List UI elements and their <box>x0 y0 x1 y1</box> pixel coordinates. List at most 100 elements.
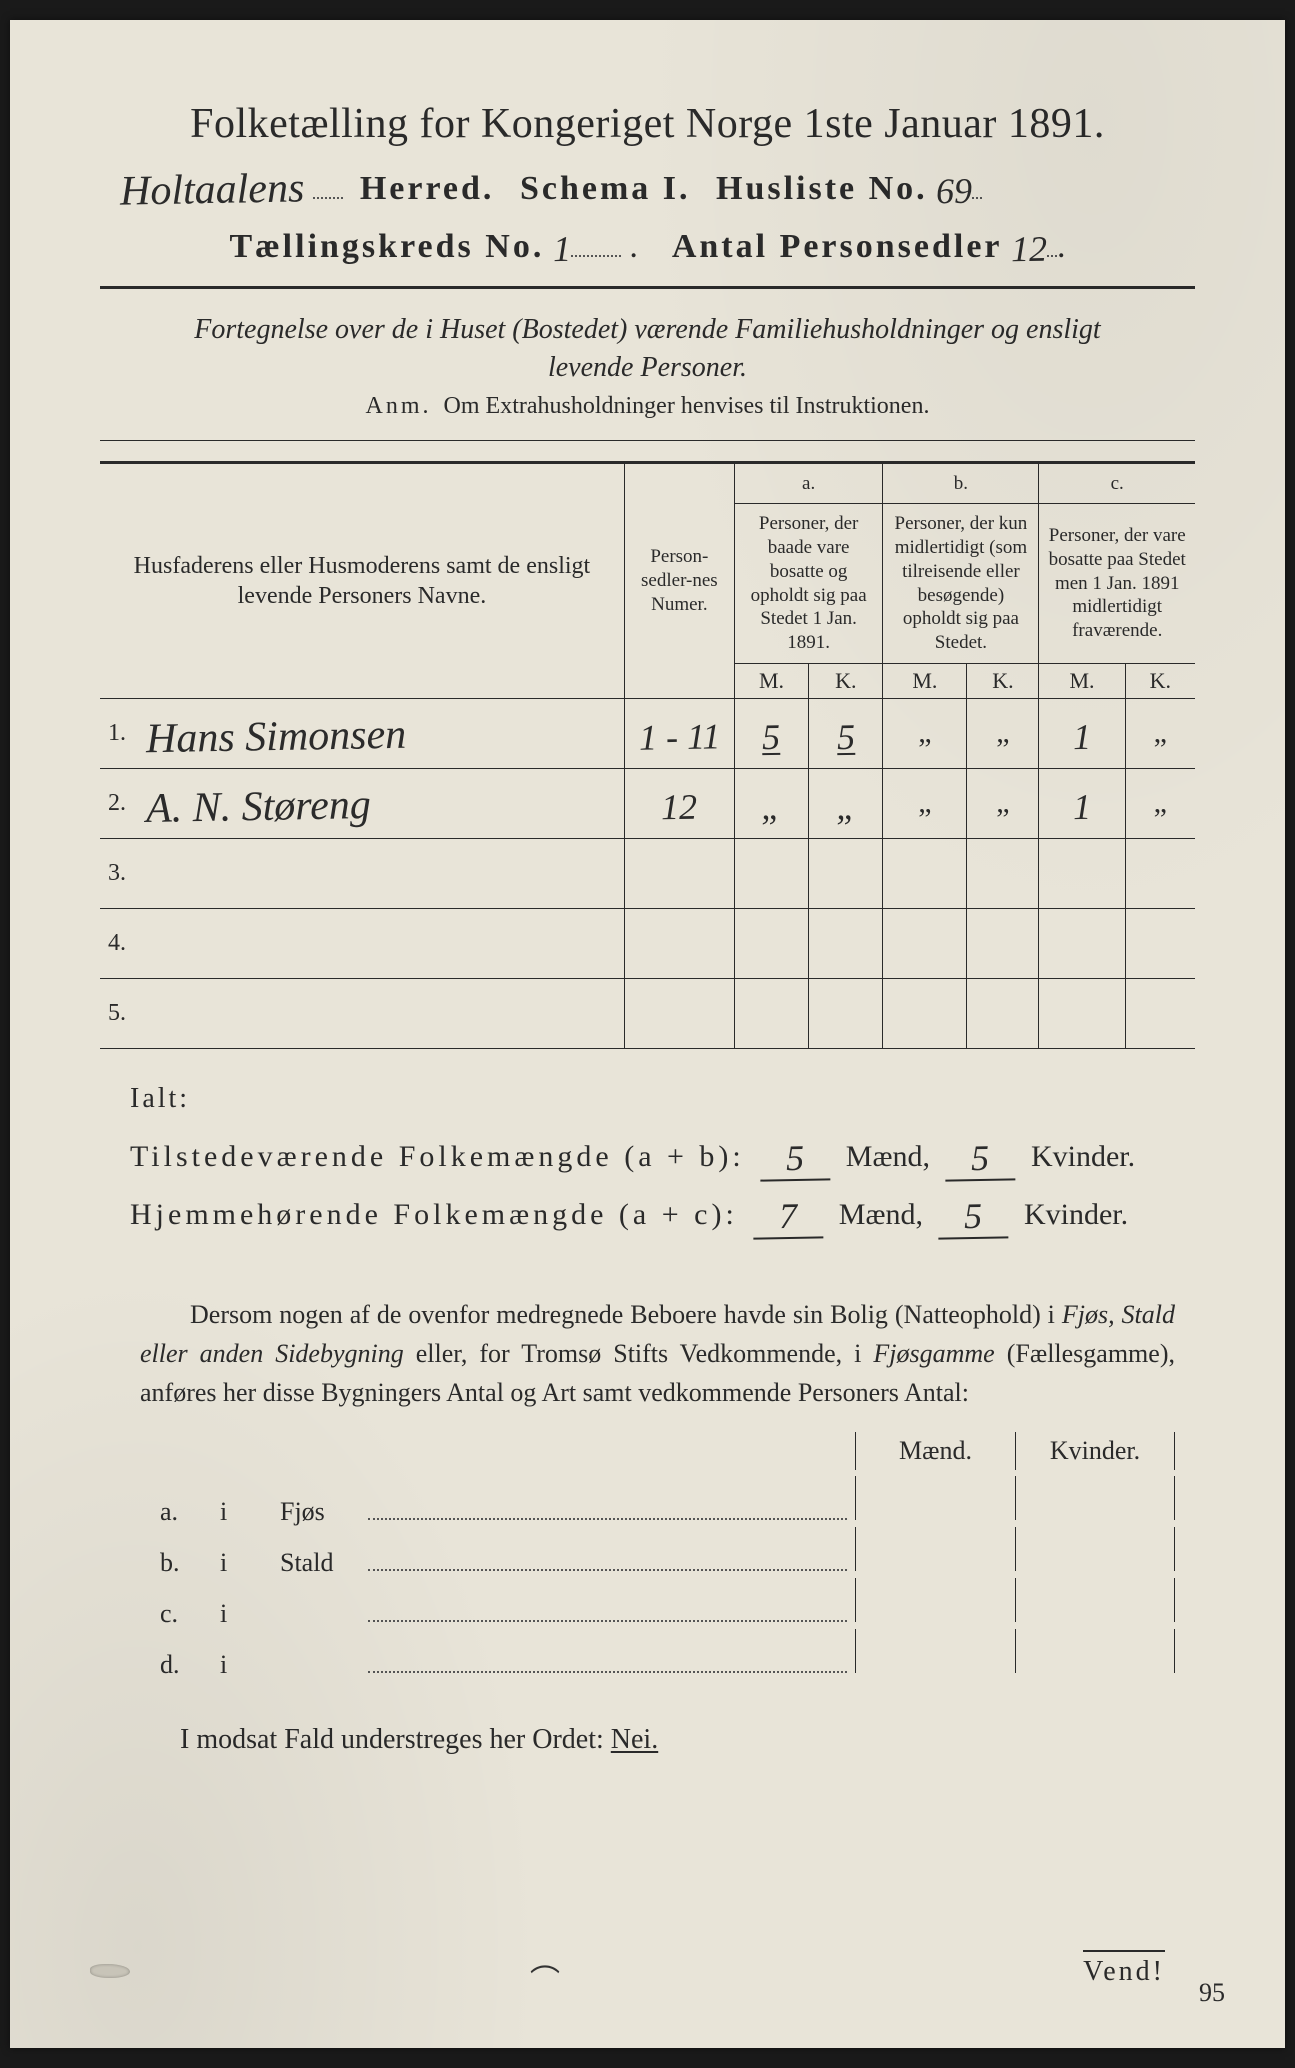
row-c-k: „ <box>1125 768 1195 838</box>
maend-label-2: Mænd, <box>839 1198 923 1231</box>
col-c-top: c. <box>1039 462 1195 504</box>
row-num: 1. <box>100 698 132 768</box>
row-letter: a. <box>160 1497 220 1527</box>
page-title: Folketælling for Kongeriget Norge 1ste J… <box>100 100 1195 148</box>
row-dots <box>368 1494 847 1520</box>
row-num: 5. <box>100 978 132 1048</box>
herred-name-hand: Holtaalens <box>120 164 305 215</box>
col-c: Personer, der vare bosatte paa Stedet me… <box>1039 504 1195 664</box>
row-b-k: „ <box>967 768 1039 838</box>
row-numer <box>624 838 734 908</box>
husliste-label: Husliste No. <box>716 170 928 207</box>
col-names: Husfaderens eller Husmoderens samt de en… <box>100 462 624 698</box>
hdr-kvinder: Kvinder. <box>1015 1432 1175 1470</box>
husliste-no-hand: 69 <box>936 170 973 213</box>
antal-label: Antal Personsedler <box>672 228 1003 265</box>
row-k <box>1015 1629 1175 1673</box>
schema-label: Schema I. <box>520 170 691 207</box>
row-i: i <box>220 1650 280 1680</box>
row-numer <box>624 978 734 1048</box>
building-row: c.i <box>160 1578 1175 1629</box>
home-k: 5 <box>938 1194 1009 1239</box>
present-k: 5 <box>945 1136 1016 1181</box>
instruction-line2: levende Personer. <box>548 352 747 383</box>
col-b-top: b. <box>883 462 1039 504</box>
row-numer <box>624 908 734 978</box>
row-dots <box>368 1647 847 1673</box>
instruction-line1: Fortegnelse over de i Huset (Bostedet) v… <box>194 314 1100 345</box>
mk-c-m: M. <box>1039 663 1125 698</box>
col-numer: Person-sedler-nes Numer. <box>624 462 734 698</box>
stray-mark: ⌒ <box>530 1956 560 2000</box>
row-num: 3. <box>100 838 132 908</box>
totals-present: Tilstedeværende Folkemængde (a + b): 5 M… <box>130 1133 1185 1177</box>
row-b-k <box>967 838 1039 908</box>
building-row: d.i <box>160 1629 1175 1680</box>
census-table: Husfaderens eller Husmoderens samt de en… <box>100 461 1195 1049</box>
row-m <box>855 1527 1015 1571</box>
row-a-m <box>734 908 808 978</box>
buildings-table: Mænd. Kvinder. a.iFjøsb.iStaldc.id.i <box>160 1432 1175 1680</box>
row-a-k: „ <box>809 768 883 838</box>
row-c-k: „ <box>1125 698 1195 768</box>
row-name <box>132 838 624 908</box>
row-numer: 1 - 11 <box>624 698 734 768</box>
row-letter: b. <box>160 1548 220 1578</box>
mk-a-m: M. <box>734 663 808 698</box>
row-m <box>855 1629 1015 1673</box>
row-name <box>132 908 624 978</box>
kvinder-label-2: Kvinder. <box>1024 1198 1128 1231</box>
paper-tear <box>90 1964 130 1978</box>
mk-c-k: K. <box>1125 663 1195 698</box>
page-number: 95 <box>1199 1978 1225 2008</box>
col-a: Personer, der baade vare bosatte og opho… <box>734 504 883 664</box>
building-row: b.iStald <box>160 1527 1175 1578</box>
row-a-k <box>809 838 883 908</box>
row-c-k <box>1125 838 1195 908</box>
home-label: Hjemmehørende Folkemængde (a + c): <box>130 1198 738 1231</box>
row-i: i <box>220 1497 280 1527</box>
row-c-k <box>1125 908 1195 978</box>
anm-text: Om Extrahusholdninger henvises til Instr… <box>444 393 930 419</box>
row-type: Stald <box>280 1548 360 1578</box>
row-num: 4. <box>100 908 132 978</box>
row-b-m <box>883 838 967 908</box>
row-b-m <box>883 908 967 978</box>
col-b: Personer, der kun midlertidigt (som tilr… <box>883 504 1039 664</box>
footer-text-a: I modsat Fald understreges her Ordet: <box>180 1724 604 1755</box>
instruction-text: Fortegnelse over de i Huset (Bostedet) v… <box>140 311 1155 387</box>
present-m: 5 <box>760 1136 831 1181</box>
ialt-label: Ialt: <box>130 1083 1185 1115</box>
row-num: 2. <box>100 768 132 838</box>
row-b-k <box>967 978 1039 1048</box>
row-c-m: 1 <box>1039 698 1125 768</box>
row-c-k <box>1125 978 1195 1048</box>
row-b-m: „ <box>883 768 967 838</box>
paragraph: Dersom nogen af de ovenfor medregnede Be… <box>140 1295 1175 1412</box>
row-a-m: 5 <box>734 698 808 768</box>
census-page: Folketælling for Kongeriget Norge 1ste J… <box>10 20 1285 2048</box>
row-c-m <box>1039 838 1125 908</box>
row-name: Hans Simonsen <box>132 698 624 768</box>
maend-label: Mænd, <box>846 1140 930 1173</box>
row-b-k: „ <box>967 698 1039 768</box>
row-numer: 12 <box>624 768 734 838</box>
totals-block: Ialt: Tilstedeværende Folkemængde (a + b… <box>130 1083 1185 1235</box>
row-name: A. N. Støreng <box>132 768 624 838</box>
row-a-m <box>734 978 808 1048</box>
row-type: Fjøs <box>280 1497 360 1527</box>
header-line-1: Holtaalens Herred. Schema I. Husliste No… <box>120 162 1175 210</box>
divider-thin <box>100 440 1195 441</box>
row-dots <box>368 1596 847 1622</box>
row-i: i <box>220 1548 280 1578</box>
row-dots <box>368 1545 847 1571</box>
mk-a-k: K. <box>809 663 883 698</box>
row-i: i <box>220 1599 280 1629</box>
row-letter: d. <box>160 1650 220 1680</box>
mk-b-k: K. <box>967 663 1039 698</box>
footer-line: I modsat Fald understreges her Ordet: Ne… <box>180 1724 1195 1756</box>
row-b-m <box>883 978 967 1048</box>
header-line-2: Tællingskreds No. 1 . Antal Personsedler… <box>120 224 1175 266</box>
row-a-m: „ <box>734 768 808 838</box>
row-c-m: 1 <box>1039 768 1125 838</box>
